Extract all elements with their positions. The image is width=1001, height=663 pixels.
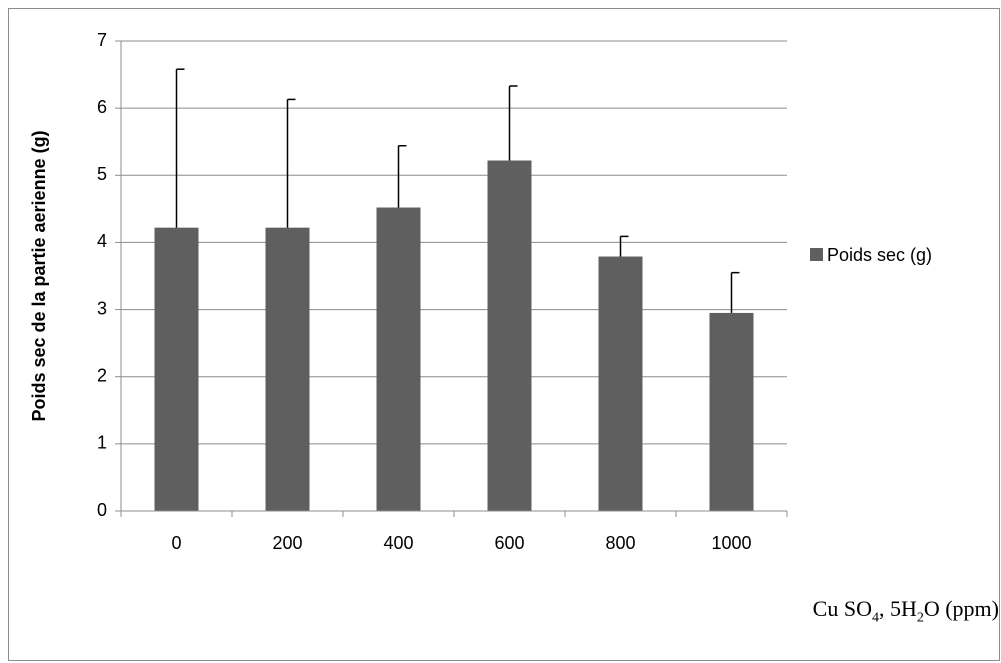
x-tick-label: 400: [383, 533, 413, 553]
x-tick-label: 600: [494, 533, 524, 553]
bar: [598, 256, 643, 511]
x-tick-labels: 0 200 400 600 800 1000: [171, 533, 751, 553]
y-tick-label: 2: [97, 365, 107, 385]
x-axis-label-part: Cu SO: [812, 596, 872, 621]
y-tick-label: 1: [97, 433, 107, 453]
bar: [376, 207, 421, 511]
x-axis-label-subscript: 4: [871, 610, 879, 626]
y-tick-label: 6: [97, 97, 107, 117]
x-axis-label-subscript: 2: [916, 610, 924, 626]
bars: [154, 160, 754, 511]
y-tick-label: 4: [97, 231, 107, 251]
bar: [487, 160, 532, 511]
bar: [154, 227, 199, 511]
y-tick-label: 3: [97, 298, 107, 318]
chart-frame: [8, 8, 1000, 661]
x-axis-label: Cu SO4, 5H2O (ppm): [0, 596, 999, 626]
axes: [115, 40, 788, 517]
x-tick-label: 800: [605, 533, 635, 553]
y-tick-label: 7: [97, 30, 107, 50]
legend-swatch: [810, 248, 823, 261]
x-axis-label-part: O (ppm): [923, 596, 999, 621]
legend: Poids sec (g): [810, 245, 932, 265]
y-tick-labels: 0 1 2 3 4 5 6 7: [97, 30, 107, 520]
bar: [265, 227, 310, 511]
legend-label: Poids sec (g): [827, 245, 932, 265]
bar: [709, 312, 754, 511]
x-tick-label: 200: [272, 533, 302, 553]
x-axis-label-part: , 5H: [878, 596, 917, 621]
gridlines: [121, 40, 787, 445]
y-tick-label: 5: [97, 164, 107, 184]
error-bars: [175, 68, 740, 313]
y-tick-label: 0: [97, 500, 107, 520]
x-tick-label: 1000: [711, 533, 751, 553]
y-axis-label: Poids sec de la partie aerienne (g): [29, 130, 49, 421]
x-tick-label: 0: [171, 533, 181, 553]
